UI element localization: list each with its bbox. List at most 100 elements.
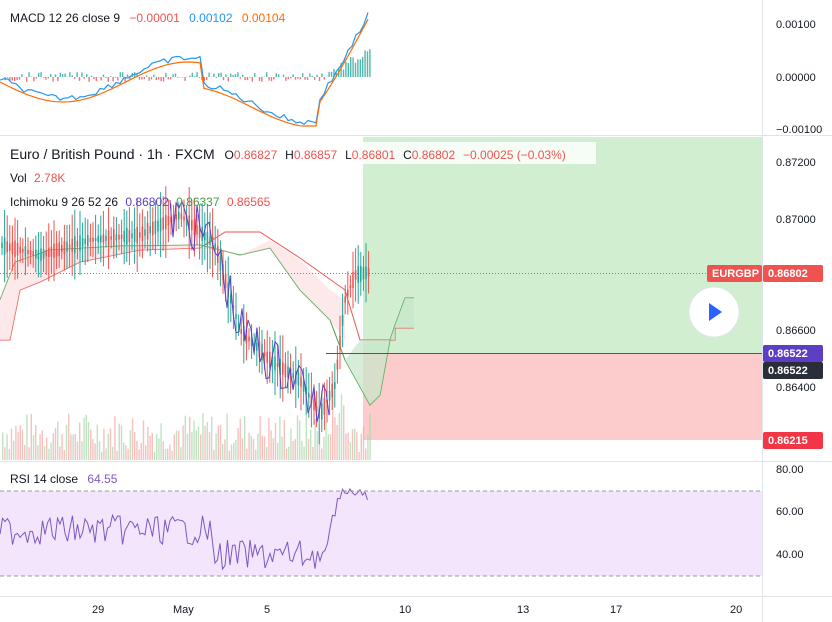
candle-body (365, 266, 367, 279)
macd-histogram-bar (6, 77, 9, 78)
macd-histogram-bar (275, 73, 277, 77)
macd-histogram-bar (251, 77, 253, 82)
candle-body (115, 234, 118, 241)
macd-histogram-bar (246, 77, 249, 81)
candle-body (1, 242, 3, 249)
volume-bar (281, 436, 283, 460)
volume-bar (6, 434, 8, 460)
loss-zone[interactable] (363, 354, 762, 440)
volume-bar (32, 435, 35, 460)
candle-body (89, 237, 92, 243)
candle-body (170, 217, 172, 223)
volume-bar (329, 434, 332, 460)
indicator-lines (0, 12, 369, 571)
candle-body (58, 242, 60, 256)
volume-bar (206, 422, 208, 460)
rsi-legend[interactable]: RSI 14 close 64.55 (10, 472, 118, 486)
candle-body (354, 270, 357, 280)
macd-legend[interactable]: MACD 12 26 close 9 −0.00001 0.00102 0.00… (10, 11, 286, 25)
volume-bar (13, 440, 15, 460)
volume-bar (277, 442, 279, 460)
candle-body (159, 217, 162, 232)
macd-histogram-bar (35, 77, 37, 79)
volume-bar (41, 430, 43, 460)
candle-body (217, 246, 219, 263)
volume-bar (228, 450, 230, 460)
candle-body (193, 219, 196, 236)
volume-legend[interactable]: Vol 2.78K (10, 171, 65, 185)
volume-bar (290, 428, 292, 460)
rsi-title: RSI 14 close (10, 472, 78, 486)
macd-histogram-bar (333, 69, 335, 77)
macd-histogram-bar (76, 72, 78, 77)
macd-axis-tick: 0.00000 (776, 72, 816, 84)
macd-histogram-bar (189, 75, 191, 77)
volume-bar (145, 445, 147, 460)
stop-price-tag: 0.86215 (768, 435, 808, 447)
candle-body (243, 326, 245, 342)
volume-bar (54, 427, 57, 460)
candle-body (42, 249, 45, 259)
symbol-tag-bg (707, 265, 762, 282)
macd-histogram-bar (129, 77, 131, 80)
ichimoku-legend[interactable]: Ichimoku 9 26 52 26 0.86802 0.86337 0.86… (10, 195, 271, 209)
macd-title: MACD 12 26 close 9 (10, 11, 120, 25)
macd-histogram-bar (150, 77, 153, 80)
volume-bar (26, 414, 28, 460)
volume-bar (127, 448, 129, 460)
volume-bar (180, 447, 182, 460)
candle-body (204, 232, 206, 241)
macd-histogram-bar (45, 77, 47, 80)
candle-body (198, 225, 201, 238)
volume-bar (94, 443, 96, 460)
candle-body (68, 244, 71, 248)
candle-body (302, 380, 305, 392)
rsi-line (0, 487, 368, 571)
volume-bar (349, 442, 351, 460)
macd-histogram-bar (100, 77, 102, 81)
change-value: −0.00025 (−0.03%) (463, 148, 566, 162)
macd-histogram-bar (26, 77, 28, 82)
volume-bar (215, 433, 217, 460)
macd-histogram-bar (124, 77, 126, 82)
candle-body (79, 235, 81, 251)
macd-histogram-bar (282, 74, 285, 77)
macd-histogram-bar (71, 75, 73, 77)
candle-body (45, 249, 47, 257)
volume-bar (140, 442, 142, 460)
macd-histogram-bar (316, 74, 318, 77)
candle-body (126, 228, 128, 245)
macd-histogram-bar (102, 74, 105, 77)
macd-histogram-bar (69, 72, 71, 77)
volume-bar (189, 416, 191, 460)
volume-bar (171, 450, 173, 460)
volume-bar (147, 427, 149, 460)
macd-histogram-bar (352, 57, 354, 77)
ichimoku-span-a-value: 0.86337 (176, 195, 220, 209)
volume-bar (107, 433, 109, 460)
time-axis-tick: 20 (730, 604, 742, 616)
entry-tag-dark-bg (763, 362, 823, 379)
volume-bar (360, 433, 362, 460)
macd-histogram-bar (42, 77, 45, 78)
macd-histogram-bar (50, 73, 52, 77)
macd-histogram-bar (14, 77, 16, 81)
volume-bar (59, 446, 61, 460)
volume-bar (248, 432, 250, 460)
candle-body (188, 215, 190, 231)
candle-body (261, 343, 263, 361)
candle-body (219, 256, 222, 271)
macd-histogram-bar (184, 77, 186, 81)
macd-histogram-bar (218, 73, 220, 77)
volume-bar (19, 425, 21, 460)
macd-hist-value: −0.00001 (129, 11, 180, 25)
candle-body (128, 229, 131, 243)
candle-body (97, 235, 99, 243)
main-legend[interactable]: Euro / British Pound · 1h · FXCM O0.8682… (10, 146, 566, 162)
volume-bar (162, 441, 164, 460)
ohlc-legend-bg (4, 142, 596, 164)
play-button[interactable] (688, 286, 740, 338)
volume-value: 2.78K (34, 171, 65, 185)
volume-bar (175, 430, 178, 460)
